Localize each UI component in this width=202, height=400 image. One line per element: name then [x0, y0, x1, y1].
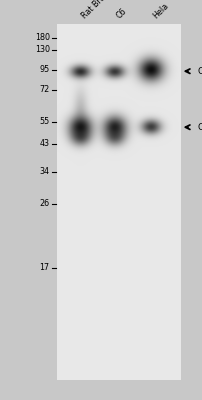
Text: 95: 95: [39, 66, 49, 74]
Text: ORP1S: ORP1S: [197, 123, 202, 132]
Text: 72: 72: [39, 86, 49, 94]
Text: C6: C6: [114, 6, 128, 20]
Text: 43: 43: [40, 140, 49, 148]
Text: Hela: Hela: [150, 1, 169, 20]
Text: Rat Brain: Rat Brain: [80, 0, 112, 20]
Text: 130: 130: [35, 46, 49, 54]
Text: ORP1L: ORP1L: [197, 67, 202, 76]
Text: 34: 34: [40, 168, 49, 176]
Text: 26: 26: [39, 200, 49, 208]
Text: 180: 180: [35, 34, 49, 42]
Bar: [57, 24, 180, 380]
Text: 55: 55: [39, 118, 49, 126]
Text: 17: 17: [39, 264, 49, 272]
